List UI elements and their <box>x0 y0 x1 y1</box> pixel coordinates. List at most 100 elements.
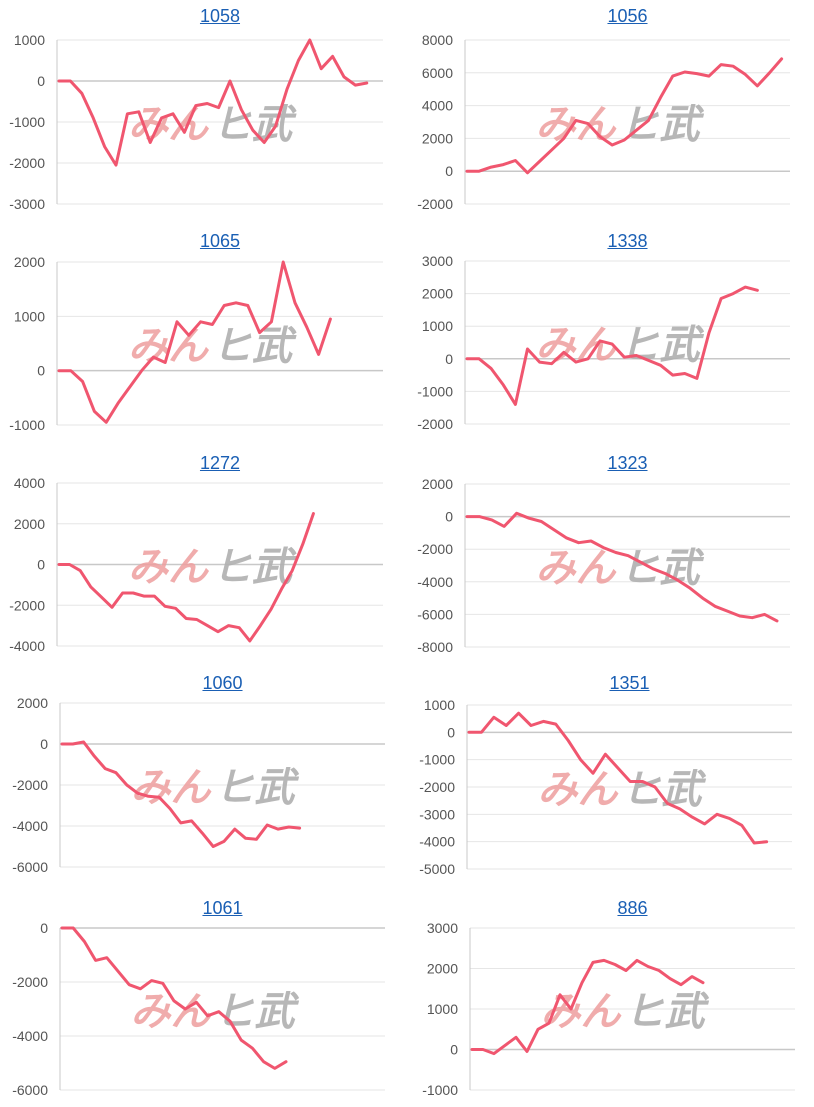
watermark-right: ヒ武 <box>625 989 710 1035</box>
y-tick-label: 0 <box>445 351 453 367</box>
chart-title-link[interactable]: 1351 <box>609 673 650 693</box>
series-line <box>57 38 369 167</box>
series-line <box>465 511 779 623</box>
y-tick-label: -2000 <box>12 974 48 990</box>
chart-panel: 1065 2000 1000 0 -1000 みん ヒ武 <box>0 225 400 440</box>
y-tick-label: -2000 <box>419 779 455 795</box>
y-tick-label: -8000 <box>417 639 453 655</box>
watermark-left: みん <box>128 102 210 148</box>
y-tick-label: -2000 <box>9 155 45 171</box>
line-chart: 2000 0 -2000 -4000 -6000 -8000 みん ヒ武 <box>417 476 790 655</box>
y-tick-label: -4000 <box>12 818 48 834</box>
watermark-left: みん <box>536 546 618 592</box>
y-tick-label: -1000 <box>422 1082 458 1098</box>
series-line <box>60 926 288 1070</box>
y-tick-label: -4000 <box>417 574 453 590</box>
y-tick-label: -4000 <box>12 1028 48 1044</box>
y-tick-label: 2000 <box>422 130 453 146</box>
y-tick-label: -5000 <box>419 861 455 877</box>
watermark-left: みん <box>128 545 210 591</box>
chart-title-link[interactable]: 1065 <box>199 231 241 251</box>
y-tick-label: 2000 <box>14 254 45 270</box>
y-tick-label: 4000 <box>422 98 453 114</box>
y-tick-label: -4000 <box>9 638 45 654</box>
watermark-left: みん <box>538 767 620 813</box>
watermark-right: ヒ武 <box>215 989 300 1035</box>
y-tick-label: 0 <box>450 1042 458 1058</box>
line-chart: 1000 0 -1000 -2000 -3000 みん ヒ武 <box>9 32 383 212</box>
y-tick-label: 0 <box>445 509 453 525</box>
y-tick-label: 2000 <box>14 516 45 532</box>
y-tick-label: -1000 <box>417 383 453 399</box>
y-tick-label: 1000 <box>427 1001 458 1017</box>
series-line <box>57 260 332 424</box>
chart-panel: 886 3000 2000 1000 0 -1000 みん ヒ武 <box>407 892 814 1107</box>
watermark-right: ヒ武 <box>620 323 705 369</box>
line-chart: 2000 0 -2000 -4000 -6000 みん ヒ武 <box>12 695 385 875</box>
series-line <box>470 958 705 1056</box>
watermark-left: みん <box>131 765 213 811</box>
y-tick-label: 0 <box>40 736 48 752</box>
y-tick-label: -6000 <box>12 1082 48 1098</box>
y-tick-label: 0 <box>40 920 48 936</box>
y-tick-label: -2000 <box>9 597 45 613</box>
y-tick-label: -3000 <box>419 806 455 822</box>
y-tick-label: 4000 <box>14 475 45 491</box>
chart-panel: 1323 2000 0 -2000 -4000 -6000 -8000 みん ヒ武 <box>407 447 814 662</box>
y-tick-label: 0 <box>445 163 453 179</box>
y-tick-label: 1000 <box>424 697 455 713</box>
chart-panel: 1061 0 -2000 -4000 -6000 みん ヒ武 <box>0 892 400 1107</box>
y-tick-label: 6000 <box>422 65 453 81</box>
series-line <box>465 285 759 406</box>
chart-title-link[interactable]: 1323 <box>607 453 648 473</box>
y-tick-label: 1000 <box>422 318 453 334</box>
y-tick-label: -2000 <box>417 541 453 557</box>
chart-panel: 1060 2000 0 -2000 -4000 -6000 みん ヒ武 <box>0 667 400 882</box>
line-chart: 4000 2000 0 -2000 -4000 みん ヒ武 <box>9 475 383 654</box>
watermark-right: ヒ武 <box>212 102 297 148</box>
chart-title-link[interactable]: 1058 <box>199 6 241 26</box>
series-line <box>60 740 302 848</box>
chart-panel: 1338 3000 2000 1000 0 -1000 -2000 みん ヒ武 <box>407 225 814 440</box>
chart-title-link[interactable]: 1060 <box>202 673 243 693</box>
series-line <box>467 711 769 845</box>
y-tick-label: -2000 <box>12 777 48 793</box>
y-tick-label: -6000 <box>417 606 453 622</box>
watermark-right: ヒ武 <box>212 324 297 370</box>
y-tick-label: 2000 <box>422 286 453 302</box>
chart-title-link[interactable]: 1272 <box>199 453 241 473</box>
y-tick-label: -1000 <box>9 114 45 130</box>
y-tick-label: -2000 <box>417 416 453 432</box>
watermark-right: ヒ武 <box>212 545 297 591</box>
y-tick-label: 2000 <box>17 695 48 711</box>
chart-title-link[interactable]: 1338 <box>607 231 648 251</box>
watermark-right: ヒ武 <box>620 102 705 148</box>
chart-panel: 1351 1000 0 -1000 -2000 -3000 -4000 -5000 みん ヒ武 <box>407 667 814 882</box>
y-tick-label: 0 <box>37 557 45 573</box>
y-tick-label: -2000 <box>417 196 453 212</box>
y-tick-label: -6000 <box>12 859 48 875</box>
chart-panel: 1272 4000 2000 0 -2000 -4000 みん ヒ武 <box>0 447 400 662</box>
watermark-right: ヒ武 <box>215 765 300 811</box>
y-tick-label: 1000 <box>14 32 45 48</box>
y-tick-label: -1000 <box>9 417 45 433</box>
line-chart: 1000 0 -1000 -2000 -3000 -4000 -5000 みん ヒ武 <box>419 697 792 877</box>
y-tick-label: 0 <box>447 724 455 740</box>
chart-title-link[interactable]: 1056 <box>607 6 648 26</box>
series-line <box>465 57 784 175</box>
y-tick-label: -1000 <box>419 752 455 768</box>
chart-title-link[interactable]: 886 <box>617 898 648 918</box>
series-line <box>57 512 315 643</box>
y-tick-label: 8000 <box>422 32 453 48</box>
watermark-right: ヒ武 <box>622 767 707 813</box>
chart-panel: 1056 8000 6000 4000 2000 0 -2000 みん ヒ武 <box>407 0 814 215</box>
y-tick-label: -3000 <box>9 196 45 212</box>
chart-title-link[interactable]: 1061 <box>202 898 243 918</box>
y-tick-label: 0 <box>37 363 45 379</box>
y-tick-label: 3000 <box>422 253 453 269</box>
